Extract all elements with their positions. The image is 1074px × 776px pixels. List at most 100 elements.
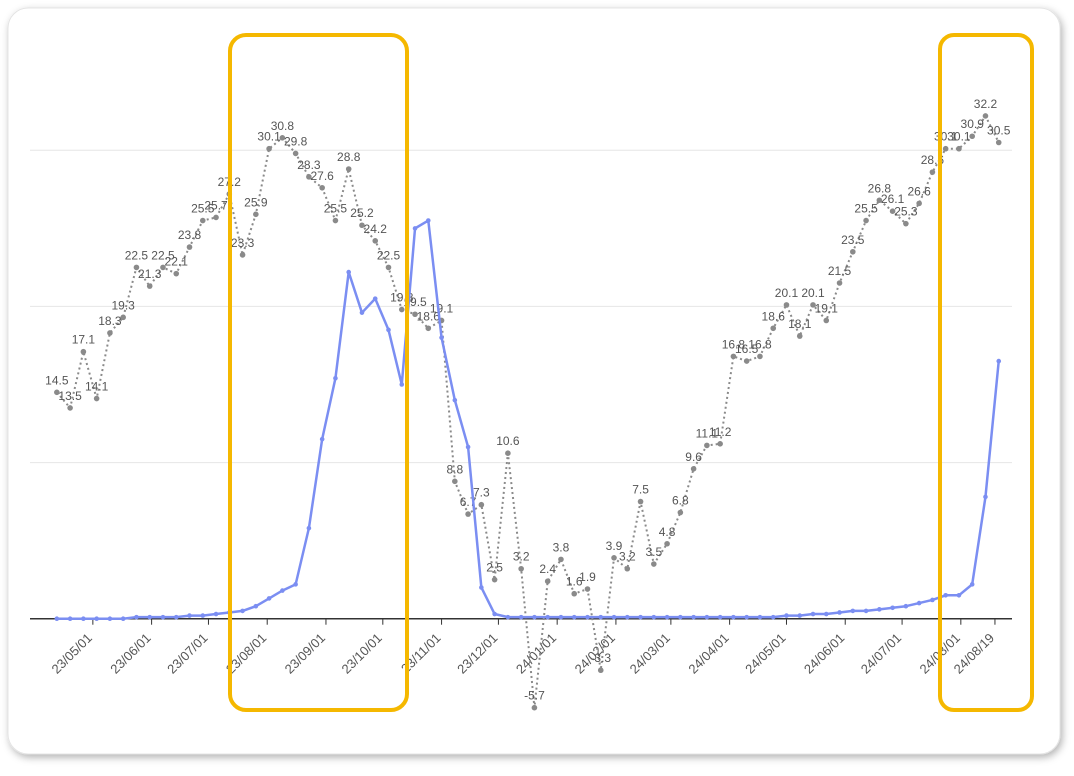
data-point	[120, 616, 126, 622]
data-point	[345, 166, 352, 172]
data-point	[584, 586, 591, 592]
data-point	[200, 613, 206, 618]
data-point	[876, 197, 883, 204]
data-label: 25.2	[350, 206, 374, 220]
data-point	[107, 330, 113, 336]
data-point	[863, 217, 869, 224]
data-point	[385, 264, 392, 271]
data-point	[452, 397, 458, 403]
data-point	[611, 614, 617, 620]
data-point	[982, 113, 989, 119]
data-point	[903, 603, 909, 609]
data-label: 1.6	[566, 575, 583, 589]
data-label: 32.2	[974, 97, 998, 111]
data-point	[995, 139, 1002, 146]
data-point	[280, 588, 285, 593]
data-point	[743, 358, 750, 364]
data-point	[531, 704, 538, 711]
data-point	[439, 335, 444, 340]
data-point	[890, 605, 895, 611]
highlight-box	[228, 33, 409, 712]
data-point	[731, 614, 736, 620]
data-point	[266, 596, 272, 601]
data-point	[889, 208, 896, 214]
data-point	[717, 614, 723, 620]
data-label: 14.5	[45, 373, 69, 387]
data-point	[372, 296, 378, 301]
card	[7, 7, 1061, 755]
data-point	[160, 614, 166, 620]
data-point	[372, 238, 379, 244]
data-label: 19.3	[111, 298, 135, 312]
data-label: 7.5	[632, 483, 649, 497]
data-point	[837, 610, 842, 615]
data-label: 11.1	[696, 426, 719, 440]
data-point	[505, 450, 511, 457]
data-point	[333, 375, 338, 381]
data-point	[134, 614, 139, 620]
data-point	[160, 264, 166, 271]
data-point	[479, 585, 484, 590]
data-label: 25.3	[894, 205, 918, 219]
data-label: -3.3	[590, 651, 611, 665]
data-point	[386, 327, 391, 333]
data-point	[691, 614, 696, 620]
data-point	[173, 270, 180, 277]
data-point	[850, 608, 856, 614]
data-point	[638, 614, 643, 620]
data-point	[558, 556, 564, 563]
data-point	[744, 614, 749, 620]
data-point	[425, 325, 432, 332]
data-point	[306, 525, 312, 531]
data-point	[186, 244, 193, 250]
data-point	[465, 511, 471, 517]
data-label: 24.2	[364, 222, 388, 236]
data-label: 27.6	[310, 169, 334, 183]
data-label: 29.8	[284, 134, 308, 148]
data-label: 26.1	[881, 192, 905, 206]
data-point	[823, 611, 829, 617]
data-point	[783, 302, 790, 308]
data-point	[770, 325, 777, 332]
data-point	[319, 184, 325, 191]
data-point	[611, 555, 617, 561]
data-label: 21.5	[828, 264, 852, 278]
data-label: 7.3	[473, 486, 490, 500]
data-label: 19.1	[430, 301, 454, 315]
data-point	[452, 478, 458, 485]
data-point	[877, 607, 882, 612]
data-point	[120, 314, 126, 321]
data-point	[678, 614, 683, 620]
data-label: -5.7	[524, 689, 545, 703]
data-point	[147, 614, 153, 620]
data-label: 22.1	[165, 255, 189, 269]
data-label: 8.8	[446, 462, 463, 476]
data-label: 22.5	[151, 248, 175, 262]
data-label: 10.6	[496, 434, 520, 448]
data-point	[597, 667, 604, 674]
data-point	[704, 614, 710, 620]
data-label: 9.6	[685, 450, 702, 464]
data-label: 22.5	[377, 248, 401, 262]
data-point	[797, 613, 803, 618]
data-point	[757, 353, 763, 360]
data-point	[518, 614, 524, 620]
data-point	[624, 565, 631, 572]
data-point	[717, 441, 723, 447]
data-point	[651, 561, 657, 567]
data-point	[306, 174, 312, 180]
data-point	[929, 169, 936, 175]
data-point	[491, 576, 498, 583]
data-point	[863, 608, 869, 614]
data-point	[518, 565, 524, 572]
data-point	[359, 310, 365, 315]
data-point	[465, 444, 471, 450]
data-point	[478, 501, 485, 508]
data-point	[492, 611, 497, 617]
data-point	[80, 348, 87, 355]
data-point	[903, 220, 909, 227]
data-point	[810, 302, 816, 308]
data-label: 30.1	[947, 130, 971, 144]
data-point	[94, 616, 99, 622]
